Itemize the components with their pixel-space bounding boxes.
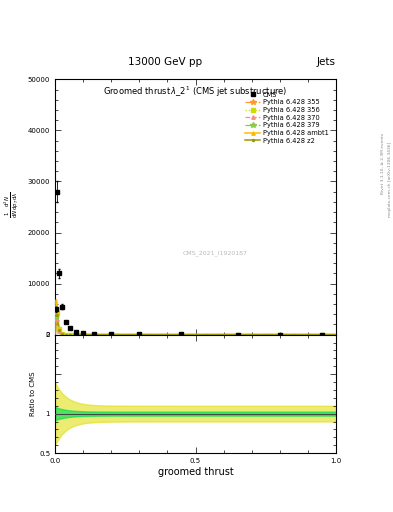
Legend: CMS, Pythia 6.428 355, Pythia 6.428 356, Pythia 6.428 370, Pythia 6.428 379, Pyt: CMS, Pythia 6.428 355, Pythia 6.428 356,… <box>244 90 330 145</box>
Text: 13000 GeV pp: 13000 GeV pp <box>128 56 202 67</box>
Text: Jets: Jets <box>317 56 336 67</box>
Text: $\frac{1}{\mathrm{d}N}\frac{\mathrm{d}^2N}{\mathrm{d}p_T\,\mathrm{d}\lambda}$: $\frac{1}{\mathrm{d}N}\frac{\mathrm{d}^2… <box>2 191 20 218</box>
Text: mcplots.cern.ch [arXiv:1306.3436]: mcplots.cern.ch [arXiv:1306.3436] <box>388 142 392 217</box>
X-axis label: groomed thrust: groomed thrust <box>158 467 233 477</box>
Text: CMS_2021_I1920187: CMS_2021_I1920187 <box>183 250 248 256</box>
Text: Rivet 3.1.10, ≥ 2.3M events: Rivet 3.1.10, ≥ 2.3M events <box>381 133 385 195</box>
Text: Groomed thrust$\,\lambda\_2^1$ (CMS jet substructure): Groomed thrust$\,\lambda\_2^1$ (CMS jet … <box>103 84 288 99</box>
Y-axis label: Ratio to CMS: Ratio to CMS <box>30 372 36 416</box>
